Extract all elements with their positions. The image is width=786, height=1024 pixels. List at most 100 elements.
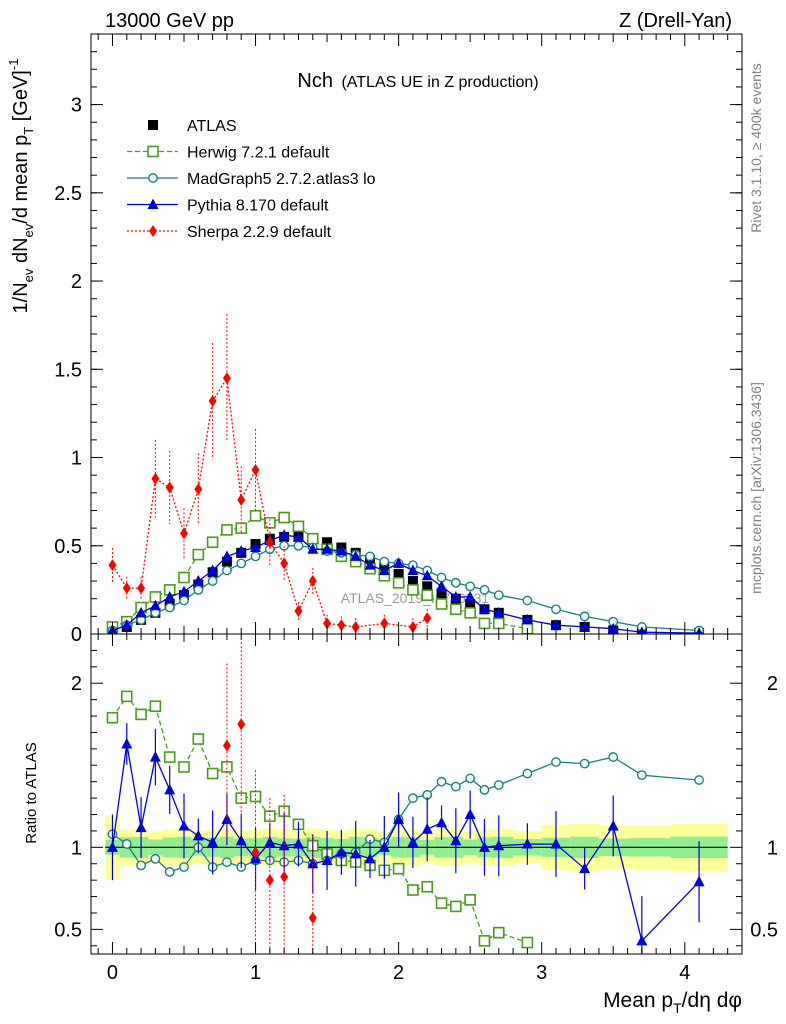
ratio-point-herwig xyxy=(163,751,176,763)
ratio-point-madgraph5 xyxy=(551,757,561,767)
ratio-point-madgraph5 xyxy=(222,857,232,868)
main-point-madgraph5 xyxy=(479,584,490,595)
legend-label-madgraph5: MadGraph5 2.7.2.atlas3 lo xyxy=(187,171,376,188)
main-line-pythia xyxy=(112,534,700,634)
main-y-tick-label: 2.5 xyxy=(54,183,82,205)
main-point-pythia xyxy=(321,543,333,554)
main-point-madgraph5 xyxy=(551,604,561,615)
ratio-y-tick-label-right: 0.5 xyxy=(750,919,778,941)
ratio-point-pythia xyxy=(178,820,190,831)
header-right-text: Z (Drell-Yan) xyxy=(619,10,732,32)
main-y-tick-label: 1.5 xyxy=(54,359,82,381)
main-point-pythia xyxy=(149,599,161,611)
ratio-point-herwig xyxy=(464,894,476,906)
main-point-sherpa xyxy=(222,372,231,385)
main-point-sherpa xyxy=(423,612,432,625)
main-point-herwig xyxy=(192,548,205,561)
ratio-point-herwig xyxy=(206,767,219,780)
main-point-sherpa xyxy=(337,619,346,632)
main-point-sherpa xyxy=(208,395,217,408)
main-point-sherpa xyxy=(137,582,146,595)
ratio-point-pythia xyxy=(292,838,304,849)
main-point-pythia xyxy=(493,606,505,618)
main-point-madgraph5 xyxy=(236,558,247,569)
ratio-point-pythia xyxy=(164,783,176,795)
main-point-pythia xyxy=(364,559,376,570)
ratio-point-herwig xyxy=(421,880,434,893)
main-point-herwig xyxy=(292,520,305,533)
ratio-point-pythia xyxy=(636,934,648,946)
main-point-herwig xyxy=(464,607,476,619)
main-point-sherpa xyxy=(108,559,117,572)
ratio-x-tick-label: 1 xyxy=(250,962,261,984)
ratio-point-madgraph5 xyxy=(136,860,146,871)
legend-marker-madgraph5 xyxy=(148,173,158,183)
ratio-point-herwig xyxy=(221,761,233,773)
ratio-x-tick-label: 3 xyxy=(536,962,547,984)
ratio-point-pythia xyxy=(521,838,533,849)
ratio-x-tick-label: 4 xyxy=(679,962,690,984)
legend-marker-pythia xyxy=(147,198,159,209)
ratio-line-pythia xyxy=(111,743,700,943)
main-point-pythia xyxy=(335,545,347,556)
main-point-madgraph5 xyxy=(222,565,232,576)
ratio-point-herwig xyxy=(521,936,534,949)
ratio-y-tick-label: 1 xyxy=(71,837,82,859)
ratio-point-pythia xyxy=(407,836,419,847)
main-point-sherpa xyxy=(323,617,332,630)
ratio-point-herwig xyxy=(407,884,419,896)
main-point-sherpa xyxy=(165,481,174,494)
main-point-sherpa xyxy=(265,536,274,549)
ratio-point-madgraph5 xyxy=(522,768,533,779)
ratio-point-pythia xyxy=(607,820,619,831)
ratio-point-herwig xyxy=(392,862,405,875)
ratio-point-herwig xyxy=(192,733,205,745)
main-y-tick-label: 1 xyxy=(71,448,82,470)
ratio-x-tick-label: 2 xyxy=(393,962,404,984)
main-point-pythia xyxy=(164,590,176,602)
main-title: Nch (ATLAS UE in Z production) xyxy=(297,70,538,92)
main-point-herwig xyxy=(306,532,319,545)
x-axis-label: Mean pT/dη dφ xyxy=(603,989,742,1016)
main-point-madgraph5 xyxy=(579,611,590,622)
legend-label-atlas: ATLAS xyxy=(187,118,237,135)
main-point-pythia xyxy=(421,569,433,581)
ratio-panel: 0.5 0.5 1 1 2 2 0 1 2 3 4 xyxy=(54,633,778,984)
ratio-point-pythia xyxy=(221,813,233,824)
mcplots-side-text: mcplots.cern.ch [arXiv:1306.3436] xyxy=(748,382,764,594)
ratio-point-madgraph5 xyxy=(408,793,418,804)
ratio-y-tick-label-right: 1 xyxy=(767,837,778,859)
main-point-pythia xyxy=(550,619,562,630)
ratio-point-madgraph5 xyxy=(465,773,476,784)
main-point-herwig xyxy=(492,617,505,630)
legend-marker-herwig xyxy=(147,145,159,158)
ratio-point-madgraph5 xyxy=(450,781,461,792)
main-point-sherpa xyxy=(308,575,317,588)
ratio-y-tick-label: 2 xyxy=(71,673,82,695)
main-point-sherpa xyxy=(280,557,289,570)
ratio-point-pythia xyxy=(421,823,433,834)
main-point-sherpa xyxy=(380,617,389,630)
ratio-point-pythia xyxy=(235,834,247,846)
ratio-point-herwig xyxy=(478,935,491,947)
main-point-sherpa xyxy=(122,582,131,595)
main-point-madgraph5 xyxy=(493,590,504,601)
main-point-herwig xyxy=(478,617,491,630)
ratio-point-pythia xyxy=(350,847,362,859)
main-y-axis-label: 1/Nev dNev/d mean pT [GeV]-1 xyxy=(6,59,36,314)
ratio-point-madgraph5 xyxy=(150,853,161,864)
main-point-herwig xyxy=(450,603,462,616)
main-title-nch: Nch xyxy=(297,70,333,92)
main-point-pythia xyxy=(292,530,304,542)
main-point-sherpa xyxy=(251,463,260,476)
main-point-pythia xyxy=(464,590,476,602)
legend: ATLAS Herwig 7.2.1 default MadGraph5 2.7.2… xyxy=(127,118,376,241)
ratio-point-pythia xyxy=(207,836,219,847)
ratio-point-madgraph5 xyxy=(694,775,704,785)
main-point-pythia xyxy=(350,550,362,561)
main-point-sherpa xyxy=(237,493,246,506)
main-point-madgraph5 xyxy=(179,595,189,606)
main-point-madgraph5 xyxy=(193,584,204,595)
main-point-pythia xyxy=(521,613,533,625)
